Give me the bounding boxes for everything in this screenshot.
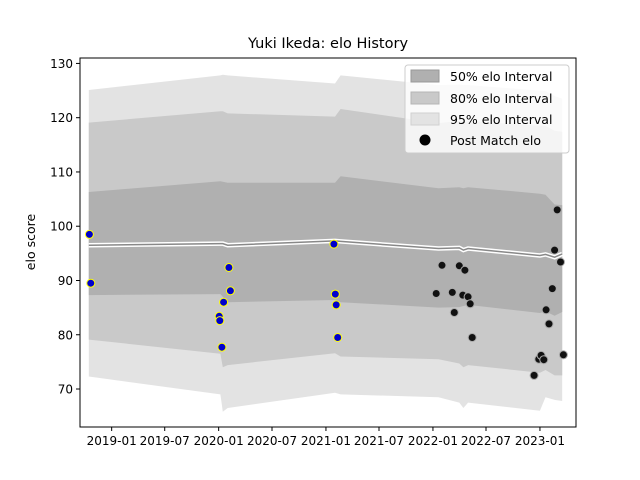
post-match-point: [333, 333, 343, 342]
y-tick-label: 120: [50, 111, 73, 125]
y-axis-label: elo score: [23, 214, 38, 271]
post-match-point: [544, 319, 554, 329]
x-tick-label: 2021-01: [301, 434, 351, 448]
post-match-point: [329, 239, 339, 249]
post-match-point: [84, 229, 94, 239]
y-tick-label: 90: [58, 274, 73, 288]
post-match-point: [449, 308, 459, 317]
mean-elo-line: [88, 240, 563, 258]
post-match-point: [541, 305, 551, 315]
legend-swatch-95: [410, 112, 440, 126]
legend-swatch-50: [410, 69, 440, 83]
post-match-point: [556, 257, 565, 267]
legend-label-95: 95% elo Interval: [450, 112, 552, 127]
x-tick-label: 2022-07: [461, 434, 511, 448]
x-tick-label: 2020-07: [247, 434, 297, 448]
post-match-point: [331, 300, 341, 310]
post-match-point: [215, 316, 225, 326]
x-tick-label: 2021-07: [354, 434, 404, 448]
legend-label-50: 50% elo Interval: [450, 69, 552, 84]
y-tick-label: 70: [58, 383, 73, 397]
post-match-point: [552, 205, 562, 215]
legend-box: [404, 64, 570, 154]
post-match-point: [224, 263, 234, 272]
y-tick-label: 80: [58, 328, 73, 342]
post-match-point: [558, 350, 568, 360]
x-tick-label: 2020-01: [194, 434, 244, 448]
axes-frame: [79, 57, 577, 428]
chart-title: Yuki Ikeda: elo History: [247, 36, 409, 52]
legend-label-post-match: Post Match elo: [450, 133, 541, 148]
post-match-point: [465, 299, 475, 309]
legend-marker-post-match: [419, 134, 431, 146]
plot-area: [84, 74, 568, 412]
x-tick-label: 2019-07: [140, 434, 190, 448]
post-match-point: [467, 333, 477, 342]
legend-swatch-80: [410, 91, 440, 105]
x-tick-label: 2023-01: [515, 434, 565, 448]
x-tick-label: 2019-01: [87, 434, 137, 448]
post-match-point: [437, 260, 447, 270]
interval-50-band: [88, 176, 563, 316]
x-axis: 2019-01 2019-07 2020-01 2020-07 2021-01 2021-…: [87, 427, 565, 448]
y-tick-label: 110: [50, 165, 73, 179]
post-match-point: [460, 265, 470, 275]
post-match-point: [529, 370, 539, 380]
y-tick-label: 100: [50, 220, 73, 234]
y-tick-label: 130: [50, 57, 73, 71]
x-tick-label: 2022-01: [408, 434, 458, 448]
post-match-point: [225, 286, 235, 296]
y-axis: 70 80 90 100 110 120 130: [50, 57, 80, 397]
post-match-point: [547, 284, 557, 294]
post-match-point: [86, 278, 96, 288]
legend: 50% elo Interval 80% elo Interval 95% el…: [404, 64, 570, 154]
post-match-point: [539, 355, 549, 365]
post-match-point: [217, 342, 227, 352]
post-match-point: [431, 289, 441, 298]
post-match-point: [330, 289, 340, 299]
post-match-point: [219, 297, 229, 307]
post-match-point: [447, 287, 457, 297]
legend-label-80: 80% elo Interval: [450, 91, 552, 106]
post-match-point: [550, 245, 560, 255]
